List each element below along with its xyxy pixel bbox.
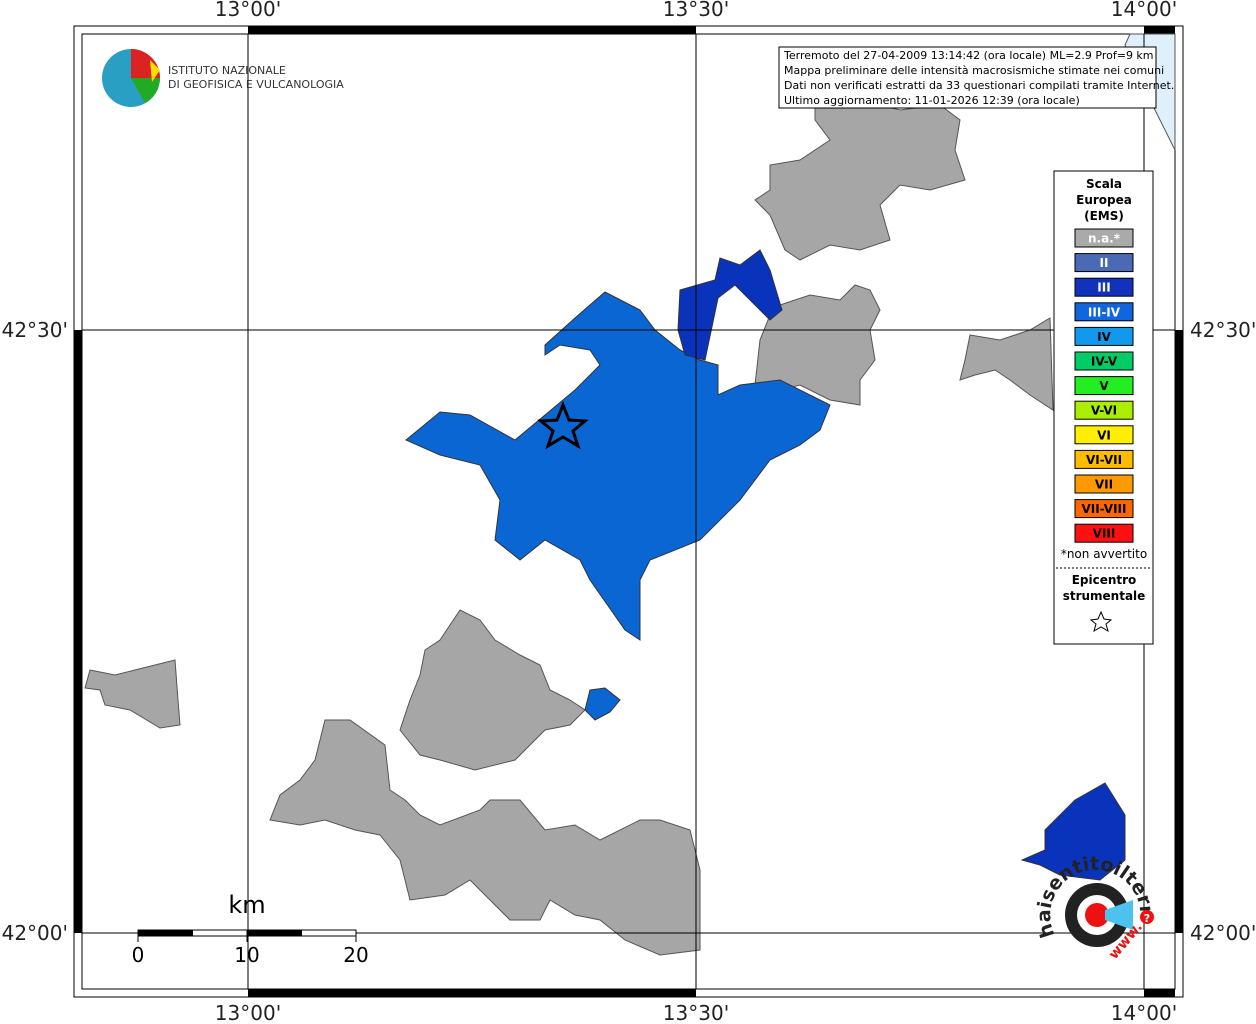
legend-label: VI-VII [1086, 453, 1122, 467]
legend-swatch [1074, 326, 1134, 346]
lon-label: 13°00' [215, 0, 281, 21]
lon-label: 13°30' [663, 1001, 729, 1024]
area-intensity [405, 291, 831, 641]
info-line: Ultimo aggiornamento: 11-01-2026 12:39 (… [784, 94, 1080, 107]
legend-swatch [1074, 253, 1134, 273]
legend: ScalaEuropea(EMS)n.a.*IIIIIIII-IVIVIV-VV… [1056, 177, 1151, 633]
legend-swatch [1074, 277, 1134, 297]
legend-note: *non avvertito [1061, 547, 1147, 561]
area-gray [754, 284, 881, 406]
lon-label: 13°30' [663, 0, 729, 21]
scale-label: 0 [132, 943, 145, 967]
area-intensity [584, 687, 621, 721]
frame-bar [248, 989, 696, 997]
lat-label: 42°30' [2, 318, 68, 342]
area-gray [959, 317, 1054, 411]
legend-label: VIII [1093, 527, 1116, 541]
scale-bar: km 0 10 20 [132, 891, 369, 967]
logo-q [1140, 910, 1154, 924]
legend-label: V-VI [1091, 404, 1117, 418]
logo-q-text: ? [1144, 912, 1150, 925]
legend-label: n.a.* [1088, 232, 1121, 246]
epicenter [537, 400, 589, 450]
legend-swatch [1074, 228, 1134, 248]
legend-label: II [1100, 256, 1109, 270]
logo-target [1085, 903, 1109, 927]
legend-swatch [1074, 351, 1134, 371]
lon-label: 13°00' [215, 1001, 281, 1024]
info-line: Mappa preliminare delle intensità macros… [784, 64, 1164, 77]
logo-text: ISTITUTO NAZIONALE [168, 64, 286, 77]
legend-swatch [1074, 425, 1134, 445]
legend-title: (EMS) [1084, 209, 1124, 223]
legend-swatch [1074, 400, 1134, 420]
info-box [778, 46, 1157, 109]
scale-segment [246, 929, 302, 937]
frame-bar [248, 26, 696, 34]
scale-label: 20 [343, 943, 368, 967]
area-gray [84, 659, 181, 729]
legend-label: III [1097, 281, 1110, 295]
legend-label: VII-VIII [1081, 502, 1126, 516]
legend-label: III-IV [1088, 305, 1121, 319]
legend-label: V [1099, 379, 1109, 393]
area-intensity [677, 249, 783, 361]
legend-label: IV [1097, 330, 1111, 344]
legend-title: Europea [1076, 193, 1132, 207]
lon-label: 14°00' [1111, 0, 1177, 21]
map-area [81, 33, 1176, 990]
scale-segment [137, 929, 193, 937]
legend-swatch [1074, 302, 1134, 322]
scale-label: 10 [234, 943, 259, 967]
logo-part [131, 78, 160, 103]
frame-bar [1144, 26, 1175, 34]
frame-bar [1144, 989, 1175, 997]
ingv-logo: ISTITUTO NAZIONALE DI GEOFISICA E VULCAN… [102, 49, 344, 107]
logo-text: DI GEOFISICA E VULCANOLOGIA [168, 78, 344, 91]
legend-label: VII [1095, 478, 1113, 492]
frame-bar [74, 330, 82, 933]
area-gray [269, 719, 701, 956]
legend-label: VI [1097, 428, 1111, 442]
area-intensity [1020, 782, 1126, 881]
frame-bar [1175, 330, 1183, 933]
logo-wave [1105, 900, 1133, 930]
lon-label: 14°00' [1111, 1001, 1177, 1024]
logo-part [150, 60, 160, 82]
lat-label: 42°00' [1190, 921, 1256, 945]
legend-label: IV-V [1091, 355, 1118, 369]
lat-label: 42°30' [1190, 318, 1256, 342]
legend-swatch [1074, 523, 1134, 543]
area-gray [399, 609, 586, 771]
scale-unit: km [228, 891, 265, 919]
legend-swatch [1074, 449, 1134, 469]
info-line: Dati non verificati estratti da 33 quest… [784, 79, 1174, 92]
legend-swatch [1074, 376, 1134, 396]
scale-segment [301, 929, 357, 937]
legend-title: Scala [1086, 177, 1122, 191]
legend-epicenter: Epicentro [1072, 573, 1137, 587]
municipalities [84, 99, 1126, 956]
legend-star [1089, 610, 1113, 633]
scale-segment [192, 929, 248, 937]
info-line: Terremoto del 27-04-2009 13:14:42 (ora l… [783, 49, 1154, 62]
area-gray [754, 99, 966, 261]
legend-epicenter: strumentale [1063, 589, 1146, 603]
legend-swatch [1074, 474, 1134, 494]
lat-label: 42°00' [2, 921, 68, 945]
legend-swatch [1074, 499, 1134, 519]
